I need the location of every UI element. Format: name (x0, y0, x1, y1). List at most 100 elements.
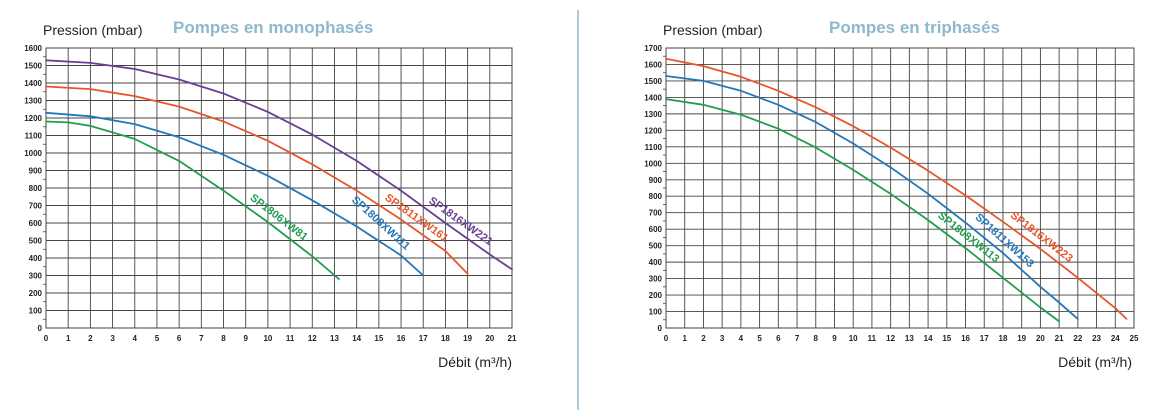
plot-frame (665, 47, 1135, 329)
x-tick-label: 14 (924, 334, 933, 343)
x-tick-label: 6 (177, 334, 182, 343)
y-tick-label: 1300 (24, 97, 42, 106)
y-axis-label: Pression (mbar) (663, 22, 763, 38)
series-line-sp1811xw161 (45, 85, 469, 275)
x-tick-label: 15 (374, 334, 383, 343)
series-line-sp1811xw153 (665, 75, 1079, 320)
x-tick-label: 9 (243, 334, 248, 343)
x-tick-label: 18 (999, 334, 1008, 343)
x-tick-label: 2 (88, 334, 93, 343)
x-tick-label: 6 (776, 334, 781, 343)
series-line-sp1816xw223 (665, 57, 1128, 320)
y-tick-label: 1100 (25, 132, 43, 141)
y-tick-label: 200 (29, 289, 43, 298)
y-tick-label: 500 (649, 242, 663, 251)
x-tick-label: 7 (795, 334, 800, 343)
y-tick-label: 800 (649, 192, 663, 201)
x-tick-label: 2 (701, 334, 706, 343)
x-axis-label: Débit (m³/h) (1058, 354, 1132, 370)
y-tick-label: 1200 (24, 114, 42, 123)
y-tick-label: 100 (649, 308, 663, 317)
y-tick-label: 100 (29, 307, 43, 316)
chart-triphase: Pression (mbar) Pompes en triphasés Débi… (644, 18, 1139, 370)
x-tick-label: 19 (463, 334, 472, 343)
x-tick-label: 5 (757, 334, 762, 343)
x-tick-label: 22 (1073, 334, 1082, 343)
x-tick-label: 1 (66, 334, 71, 343)
y-tick-label: 1100 (645, 143, 663, 152)
y-tick-label: 1600 (24, 44, 42, 53)
x-tick-label: 19 (1017, 334, 1026, 343)
x-tick-label: 16 (397, 334, 406, 343)
y-tick-label: 1000 (644, 159, 662, 168)
y-tick-label: 800 (29, 184, 43, 193)
x-tick-label: 18 (441, 334, 450, 343)
x-tick-label: 20 (1036, 334, 1045, 343)
x-tick-label: 10 (263, 334, 272, 343)
x-tick-label: 24 (1111, 334, 1120, 343)
series-line-sp1808xw111 (45, 111, 425, 277)
y-tick-label: 0 (658, 324, 663, 333)
x-tick-label: 13 (905, 334, 914, 343)
x-tick-label: 13 (330, 334, 339, 343)
x-tick-label: 0 (44, 334, 49, 343)
x-tick-label: 17 (980, 334, 989, 343)
x-tick-label: 1 (682, 334, 687, 343)
x-tick-label: 17 (419, 334, 428, 343)
x-tick-label: 12 (308, 334, 317, 343)
x-tick-label: 20 (485, 334, 494, 343)
y-tick-label: 1700 (644, 44, 662, 53)
y-tick-label: 1500 (24, 62, 42, 71)
x-tick-label: 16 (961, 334, 970, 343)
y-tick-label: 1600 (644, 60, 662, 69)
x-tick-label: 15 (942, 334, 951, 343)
x-tick-label: 9 (832, 334, 837, 343)
y-tick-label: 500 (29, 237, 43, 246)
y-tick-label: 0 (38, 324, 43, 333)
y-tick-label: 1500 (644, 77, 662, 86)
x-tick-label: 8 (814, 334, 819, 343)
plot-area: 0 1 2 3 4 5 6 7 8 9 10 11 12 13 14 15 16 17 18 19 20 21 22 23 24… (644, 44, 1139, 343)
x-axis-label: Débit (m³/h) (438, 354, 512, 370)
x-tick-label: 5 (155, 334, 160, 343)
x-tick-label: 23 (1092, 334, 1101, 343)
y-tick-label: 400 (649, 258, 663, 267)
chart-title: Pompes en triphasés (829, 18, 1000, 37)
y-tick-label: 300 (649, 275, 663, 284)
series-line-sp1808xw113 (665, 98, 1060, 323)
y-tick-label: 1000 (24, 149, 42, 158)
y-tick-label: 1400 (644, 93, 662, 102)
x-tick-label: 3 (720, 334, 725, 343)
x-tick-label: 10 (849, 334, 858, 343)
y-tick-label: 300 (29, 272, 43, 281)
y-tick-label: 700 (649, 209, 663, 218)
x-tick-label: 4 (739, 334, 744, 343)
x-tick-label: 11 (286, 334, 295, 343)
y-tick-label: 900 (29, 167, 43, 176)
series-line-sp1816xw221 (45, 59, 513, 271)
x-tick-label: 3 (110, 334, 115, 343)
y-axis-label: Pression (mbar) (43, 22, 143, 38)
series-line-sp1806xw81 (45, 120, 340, 280)
y-tick-label: 900 (649, 176, 663, 185)
y-tick-label: 1200 (644, 126, 662, 135)
y-tick-label: 200 (649, 291, 663, 300)
y-tick-label: 600 (29, 219, 43, 228)
x-tick-label: 4 (133, 334, 138, 343)
y-tick-label: 400 (29, 254, 43, 263)
y-tick-label: 700 (29, 202, 43, 211)
y-tick-label: 600 (649, 225, 663, 234)
x-tick-label: 21 (508, 334, 517, 343)
x-tick-label: 12 (886, 334, 895, 343)
y-tick-label: 1300 (644, 110, 662, 119)
x-tick-label: 0 (664, 334, 669, 343)
x-tick-label: 11 (868, 334, 877, 343)
chart-monophase: Pression (mbar) Pompes en monophasés Déb… (24, 18, 517, 370)
plot-area: 0 1 2 3 4 5 6 7 8 9 10 11 12 13 14 15 16 17 18 19 20 21010020… (24, 44, 517, 343)
x-tick-label: 14 (352, 334, 361, 343)
x-tick-label: 8 (221, 334, 226, 343)
chart-title: Pompes en monophasés (173, 18, 373, 37)
x-tick-label: 25 (1130, 334, 1139, 343)
y-tick-label: 1400 (24, 79, 42, 88)
